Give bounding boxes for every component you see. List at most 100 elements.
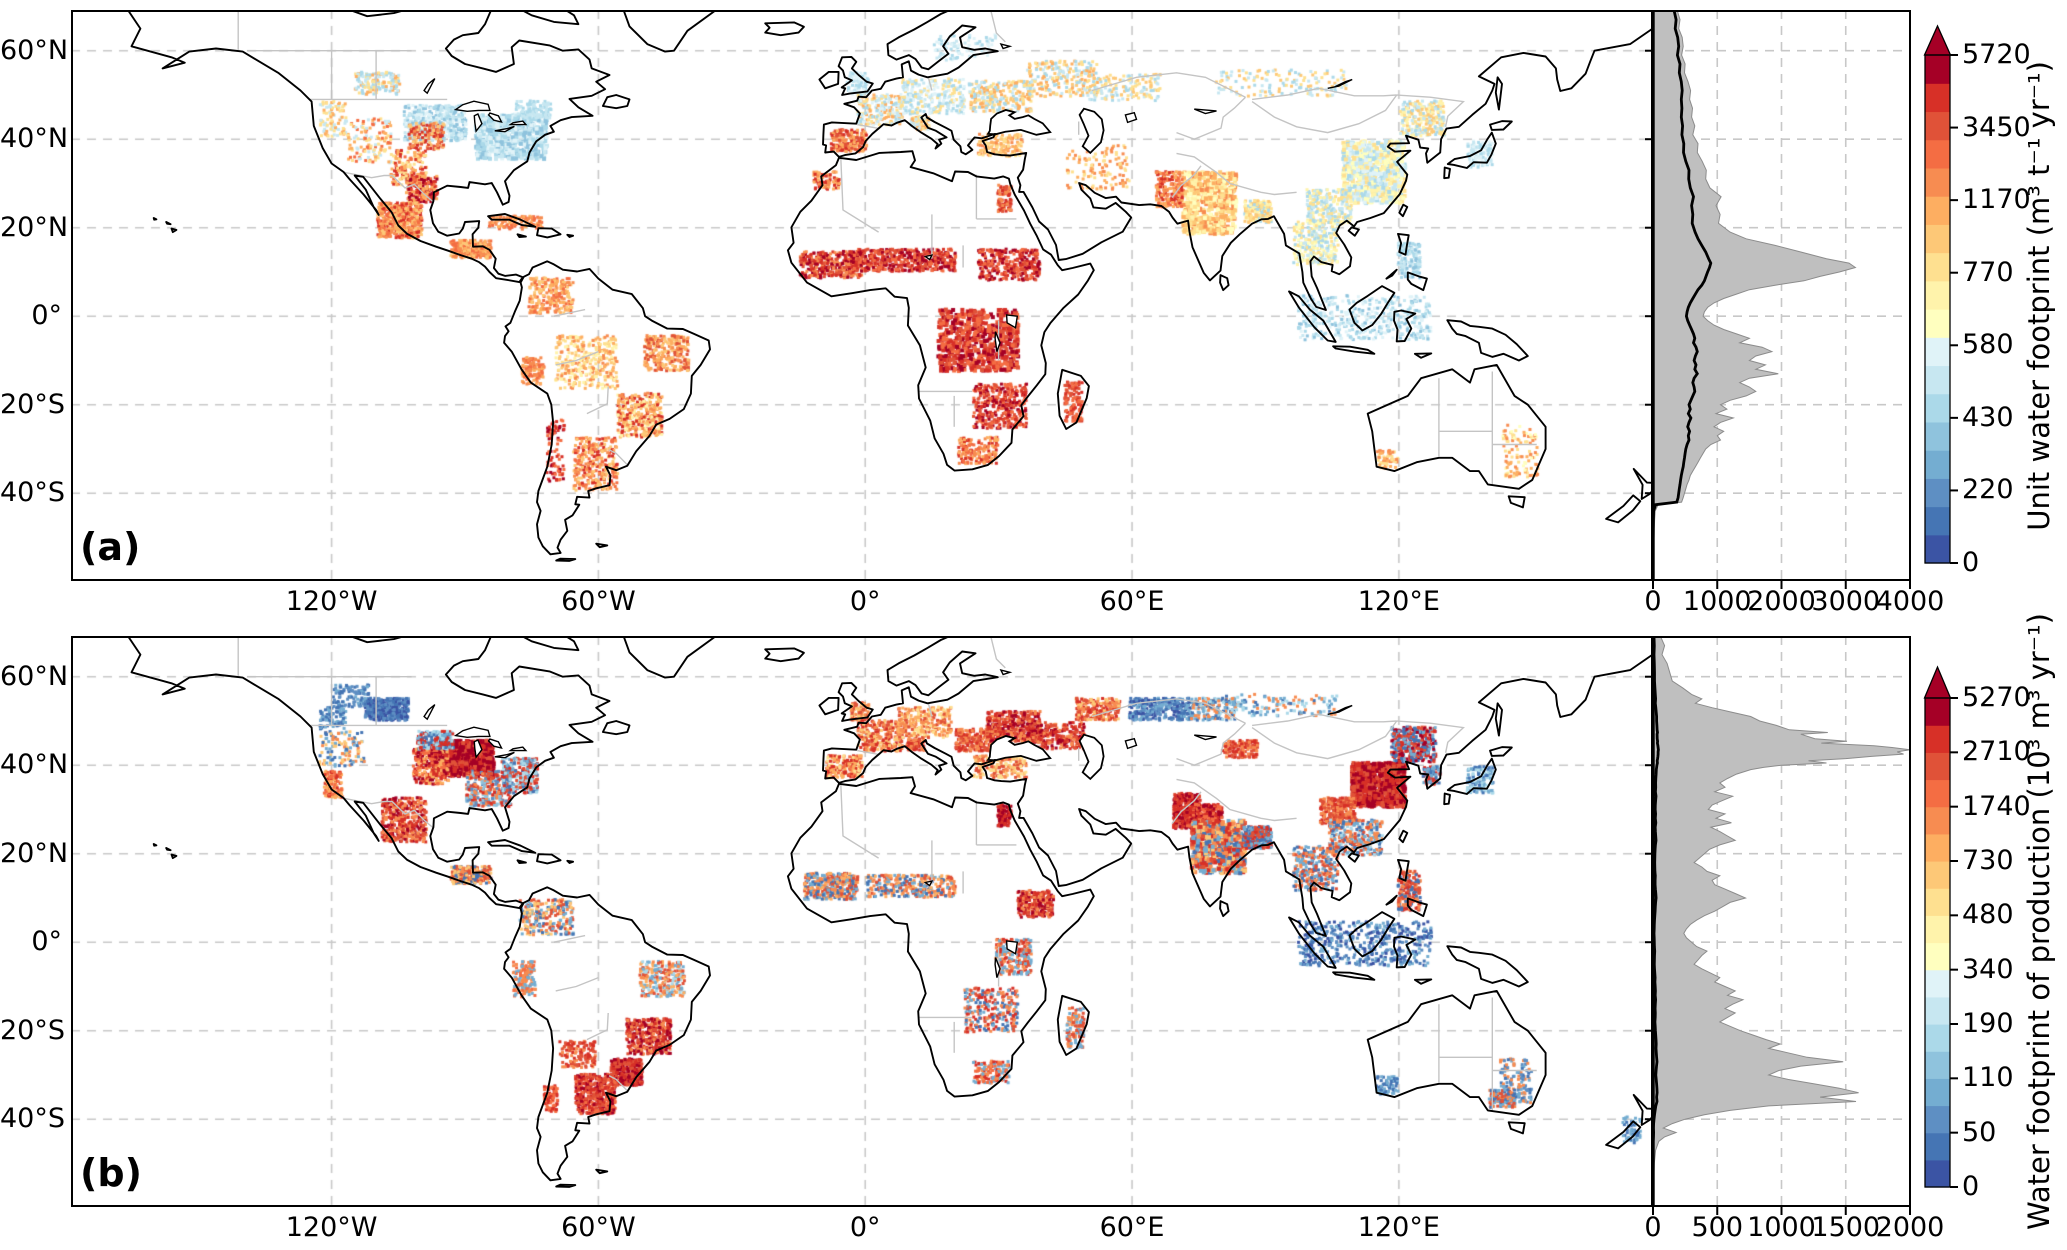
lat-tick-label-a: 40°N [0,123,69,155]
colorbar-b-tick-label: 480 [1962,899,2014,931]
colorbar-segment [1925,450,1950,479]
colorbar-segment [1925,1024,1950,1052]
colorbar-outline [1924,697,1951,1188]
colorbar-a-tick-label: 580 [1962,329,2014,361]
coastline [1443,792,1451,806]
coastline [1446,319,1529,362]
colorbar-segment [1925,861,1950,889]
coastline [595,1168,609,1175]
admin-border [586,1012,609,1041]
lake-outline [1327,78,1353,89]
lake-outline [1124,737,1138,750]
colorbar-segment [1925,752,1950,781]
colorbar-b-tick-label: 190 [1962,1008,2014,1039]
coastline [516,233,527,238]
lon-tick-label-b: 0° [849,1212,881,1243]
coastline [1507,1121,1526,1135]
hist-x-tick-label-b: 1500 [1811,1212,1881,1243]
coastline [786,776,1095,1098]
colorbar-segment [1925,506,1950,536]
admin-border [1252,713,1397,727]
colorbar-segment [1925,421,1950,451]
colorbar-segment [1925,996,1950,1025]
coastline [1494,76,1503,111]
hist-line-series [1651,636,1660,1190]
colorbar-segment [1925,55,1950,84]
colorbar-a-tick-label: 5720 [1962,39,2031,70]
hist-x-tick-label-b: 2000 [1875,1212,1945,1243]
admin-border [344,171,434,203]
colorbar-segment [1925,1078,1950,1107]
colorbar-arrow-cap [1923,24,1952,56]
colorbar-b-tick-label: 730 [1962,845,2014,876]
coastline [1393,935,1417,969]
coastline [1446,945,1529,988]
coastline [487,213,537,228]
admin-border [344,797,434,829]
coastline [555,557,577,562]
coastline [165,221,172,226]
colorbar-segment [1925,1132,1950,1161]
lat-tick-label-b: 60°N [0,660,69,692]
coastline [1398,203,1409,218]
coastline [822,10,1653,311]
colorbar-segment [1925,393,1950,423]
hist-x-tick-label-a: 3000 [1811,586,1881,617]
coastline [837,681,874,722]
colorbar-a-tick-label: 430 [1962,401,2014,433]
colorbar-segment [1925,725,1950,753]
coastline [601,720,631,736]
map-b-overlay [71,636,1653,1207]
coastline [764,21,805,37]
coastline [566,859,575,864]
lake-outline [508,746,528,752]
lat-tick-label-b: 40°N [0,749,69,781]
coastline [487,839,537,854]
colorbar-b-tick-label: 50 [1962,1116,1997,1148]
hist-x-tick-label-a: 0 [1644,586,1662,617]
coastline [1397,858,1410,882]
lake-outline [1194,734,1217,741]
lon-tick-label-b: 120°W [285,1212,378,1243]
coastline [1288,290,1337,343]
coastline [1385,894,1398,906]
lake-outline [1327,704,1353,715]
admin-border [1251,94,1398,134]
admin-border [555,976,599,992]
colorbar-segment [1925,309,1950,338]
admin-border [989,636,1006,669]
colorbar-outline [1924,54,1951,564]
admin-border [1176,152,1297,196]
colorbar-a-tick-label: 0 [1962,547,1980,578]
colorbar-segment [1925,534,1950,564]
admin-border [1252,87,1397,101]
admin-border [586,386,609,415]
colorbar-segment [1925,915,1950,944]
colorbar-segment [1925,252,1950,282]
colorbar-segment [1925,224,1950,254]
lon-tick-label-a: 60°W [561,586,636,617]
colorbar-segment [1925,833,1950,862]
coastline [1347,226,1360,237]
coastline [170,853,178,860]
coastline [1056,994,1090,1056]
admin-border [927,703,933,717]
admin-border [857,123,880,130]
lat-tick-label-a: 0° [31,300,62,332]
sea-outline [986,735,1052,762]
admin-border [608,449,629,466]
coastline [622,636,718,679]
coastline [1219,274,1230,292]
coastline [1494,702,1503,737]
lake-outline [923,880,934,887]
colorbar-segment [1925,1105,1950,1134]
coastline [1489,746,1513,757]
lake-outline [1194,108,1217,115]
hist-area-series [1652,10,1857,569]
admin-border [927,77,933,91]
coastline [837,55,874,96]
coastline [519,636,580,652]
admin-border [1251,720,1398,760]
lake-outline [487,112,503,124]
